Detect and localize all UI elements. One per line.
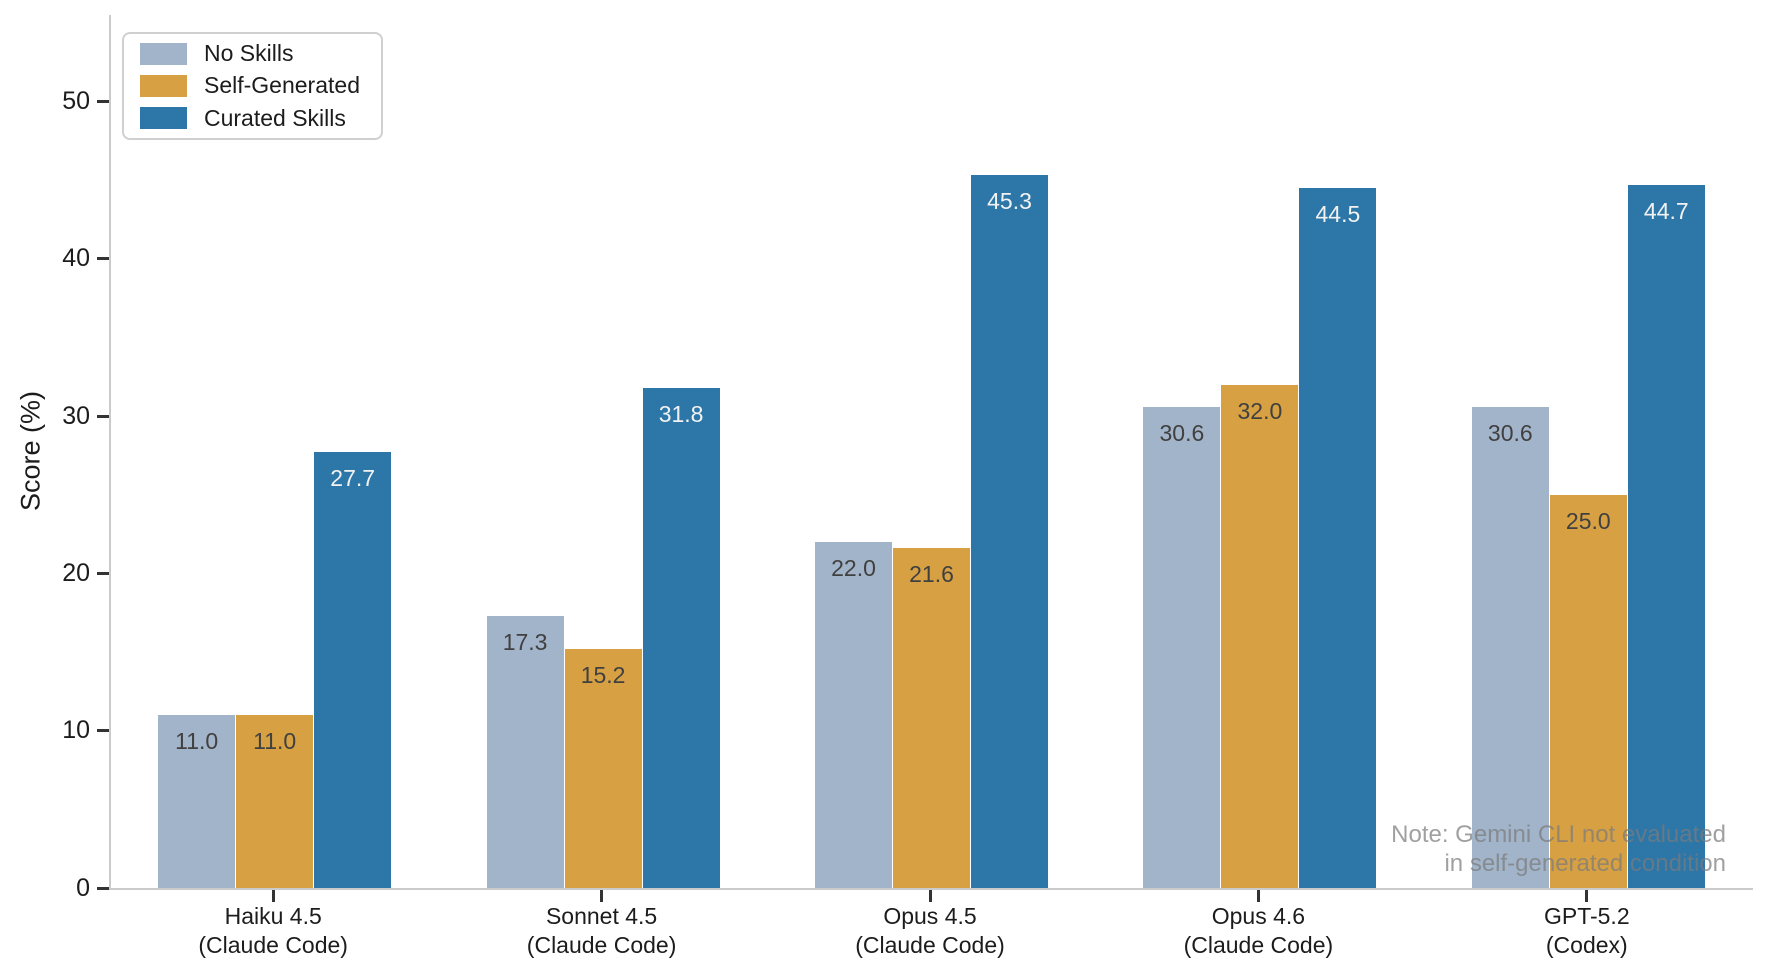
y-axis-tick-label-20: 20 <box>62 558 90 587</box>
y-axis-tick-label-40: 40 <box>62 244 90 273</box>
y-axis-tick-40 <box>97 257 109 261</box>
bar-value-label: 44.5 <box>1315 201 1361 228</box>
bar-value-label: 22.0 <box>831 554 876 581</box>
x-axis-label-line2: (Claude Code) <box>526 932 677 958</box>
y-axis-tick-10 <box>97 729 109 733</box>
x-axis-label-1: Sonnet 4.5 (Claude Code) <box>452 902 752 960</box>
legend-swatch-no-skills <box>140 42 187 65</box>
y-axis-tick-label-10: 10 <box>62 716 90 745</box>
bar-value-label: 30.6 <box>1159 419 1205 446</box>
bar-value-label: 44.7 <box>1643 197 1689 224</box>
bar-value-label: 11.0 <box>253 727 297 754</box>
chart-note: Note: Gemini CLI not evaluated in self-g… <box>1391 820 1726 878</box>
bar-value-label: 25.0 <box>1565 507 1611 534</box>
y-axis-tick-50 <box>97 100 109 103</box>
bar-value-label: 45.3 <box>987 188 1032 215</box>
bar-no-skills-group-4: 30.6 <box>1471 406 1549 888</box>
x-axis-label-line2: (Codex) <box>1545 932 1628 958</box>
bar-no-skills-group-2: 22.0 <box>815 541 892 888</box>
legend-label-self-generated: Self-Generated <box>204 72 360 99</box>
x-axis-label-line1: Opus 4.6 <box>1211 903 1306 929</box>
bar-value-label: 11.0 <box>175 727 219 754</box>
y-axis-tick-30 <box>97 414 109 418</box>
x-axis-label-line2: (Claude Code) <box>198 932 348 958</box>
legend-swatch-curated-skills <box>140 107 187 130</box>
bar-value-label: 30.6 <box>1487 419 1533 446</box>
bar-value-label: 21.6 <box>909 561 954 588</box>
plot-area: 11.0 11.0 27.7 17.3 15.2 31.8 22.0 21.6 45.3 30.6… <box>109 15 1753 890</box>
bar-self-generated-group-1: 15.2 <box>564 648 642 888</box>
bar-value-label: 15.2 <box>580 661 626 688</box>
x-axis-label-line1: GPT-5.2 <box>1543 903 1630 929</box>
legend: No Skills Self-Generated Curated Skills <box>122 32 383 140</box>
x-axis-label-2: Opus 4.5 (Claude Code) <box>780 902 1080 960</box>
x-axis-label-line2: (Claude Code) <box>855 932 1005 958</box>
x-axis-label-0: Haiku 4.5 (Claude Code) <box>123 902 423 960</box>
chart-note-line1: Note: Gemini CLI not evaluated <box>1391 821 1726 848</box>
legend-label-curated-skills: Curated Skills <box>204 104 346 131</box>
x-axis-label-3: Opus 4.6 (Claude Code) <box>1108 902 1408 960</box>
y-axis-tick-label-0: 0 <box>76 873 90 902</box>
bar-self-generated-group-3: 32.0 <box>1221 384 1299 888</box>
bar-self-generated-group-4: 25.0 <box>1549 494 1627 888</box>
bar-curated-skills-group-3: 44.5 <box>1299 188 1377 888</box>
x-axis-tick-2 <box>928 890 932 902</box>
x-axis-tick-1 <box>600 890 604 902</box>
x-axis-tick-0 <box>271 890 275 902</box>
bar-curated-skills-group-1: 31.8 <box>642 387 720 888</box>
legend-label-no-skills: No Skills <box>204 40 294 67</box>
bar-no-skills-group-0: 11.0 <box>158 714 236 888</box>
x-axis-label-4: GPT-5.2 (Codex) <box>1437 902 1737 960</box>
bar-curated-skills-group-0: 27.7 <box>314 452 392 888</box>
bar-value-label: 31.8 <box>658 400 704 427</box>
legend-swatch-self-generated <box>140 74 187 97</box>
x-axis-label-line1: Haiku 4.5 <box>224 903 322 929</box>
y-axis-tick-label-30: 30 <box>62 401 90 430</box>
bar-curated-skills-group-2: 45.3 <box>971 175 1048 888</box>
legend-item-no-skills: No Skills <box>140 40 365 67</box>
bar-no-skills-group-3: 30.6 <box>1143 406 1221 888</box>
legend-item-self-generated: Self-Generated <box>140 72 365 99</box>
bar-self-generated-group-0: 11.0 <box>236 714 314 888</box>
y-axis-tick-0 <box>97 886 109 890</box>
y-axis-tick-20 <box>97 571 109 575</box>
x-axis-tick-4 <box>1585 890 1589 902</box>
bar-no-skills-group-1: 17.3 <box>486 615 564 888</box>
x-axis-tick-3 <box>1256 890 1260 902</box>
bar-value-label: 17.3 <box>502 628 548 655</box>
x-axis-label-line1: Opus 4.5 <box>883 903 977 929</box>
legend-item-curated-skills: Curated Skills <box>140 105 365 132</box>
bar-self-generated-group-2: 21.6 <box>893 548 970 888</box>
x-axis-label-line2: (Claude Code) <box>1183 932 1334 958</box>
bar-curated-skills-group-4: 44.7 <box>1627 184 1705 888</box>
y-axis-tick-label-50: 50 <box>62 87 90 115</box>
bar-value-label: 32.0 <box>1237 397 1283 424</box>
chart-note-line2: in self-generated condition <box>1444 850 1726 877</box>
bar-value-label: 27.7 <box>330 465 376 492</box>
x-axis-label-line1: Sonnet 4.5 <box>545 903 658 929</box>
